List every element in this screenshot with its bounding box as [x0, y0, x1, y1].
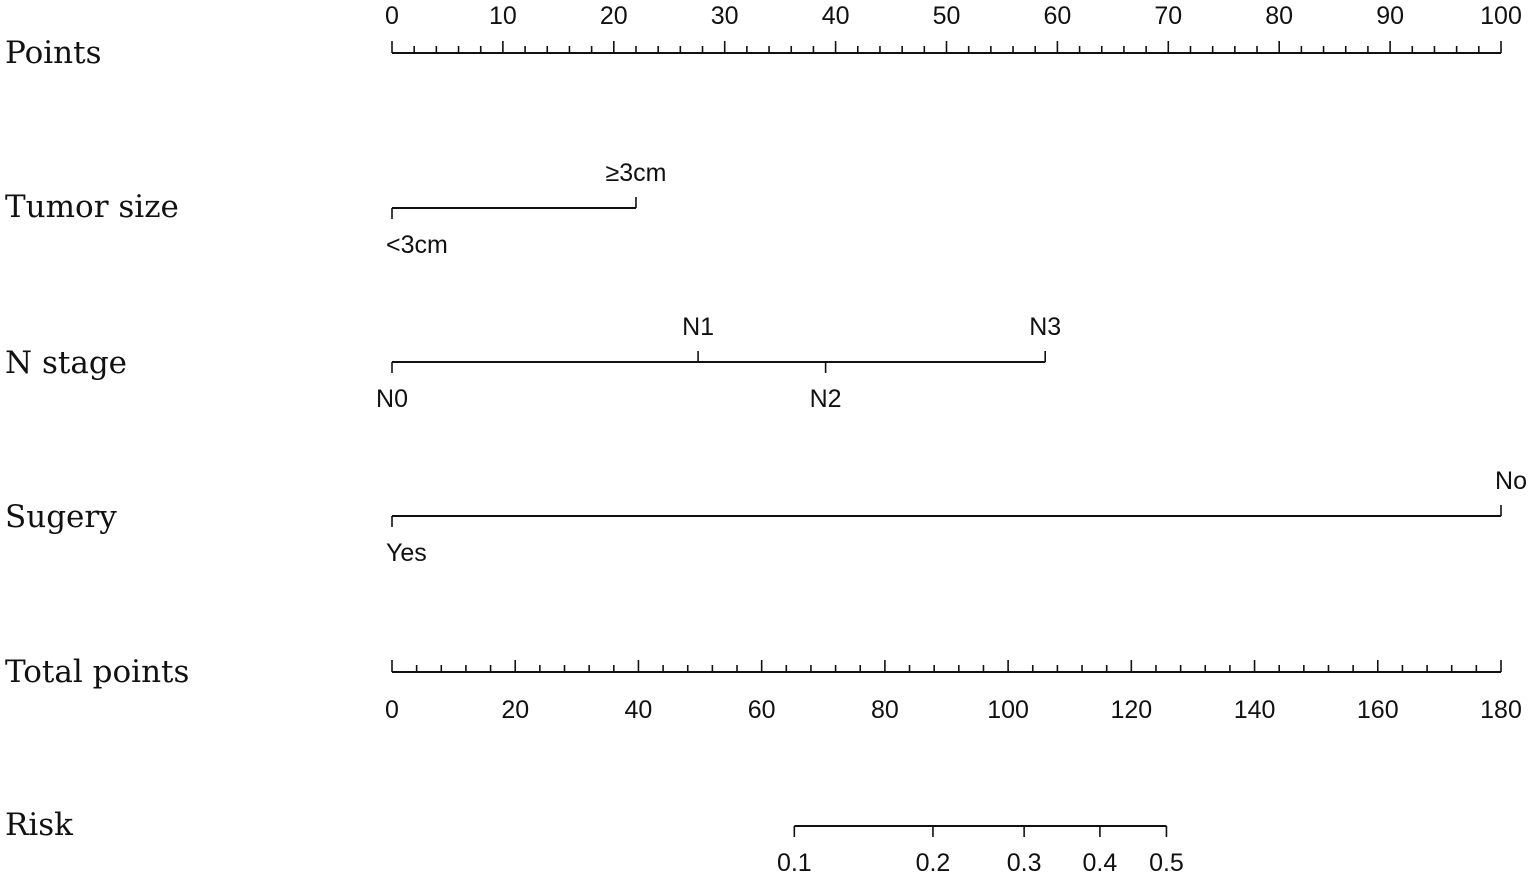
surgery-level-label: Yes	[386, 539, 427, 567]
total-points-tick-label: 140	[1234, 696, 1276, 724]
row-label-points: Points	[5, 35, 102, 71]
total-points-tick-label: 120	[1110, 696, 1152, 724]
risk-tick-label: 0.1	[777, 849, 812, 877]
n-stage-level-label: N3	[1029, 313, 1061, 341]
tumor-size-level-label: <3cm	[386, 231, 448, 259]
n-stage-level-label: N2	[810, 385, 842, 413]
row-label-tumor-size: Tumor size	[5, 189, 179, 225]
surgery-level-label: No	[1495, 467, 1527, 495]
points-tick-label: 20	[600, 2, 628, 30]
total-points-tick-label: 20	[501, 696, 529, 724]
row-label-total-points: Total points	[5, 654, 189, 690]
n-stage-level-label: N1	[682, 313, 714, 341]
points-tick-label: 0	[385, 2, 399, 30]
points-tick-label: 80	[1265, 2, 1293, 30]
points-tick-label: 90	[1376, 2, 1404, 30]
total-points-tick-label: 60	[748, 696, 776, 724]
points-tick-label: 40	[822, 2, 850, 30]
total-points-tick-label: 160	[1357, 696, 1399, 724]
points-tick-label: 50	[933, 2, 961, 30]
total-points-tick-label: 80	[871, 696, 899, 724]
risk-tick-label: 0.5	[1149, 849, 1184, 877]
tumor-size-level-label: ≥3cm	[606, 159, 667, 187]
points-tick-label: 60	[1043, 2, 1071, 30]
row-label-risk: Risk	[5, 807, 73, 843]
n-stage-level-label: N0	[376, 385, 408, 413]
points-tick-label: 100	[1480, 2, 1522, 30]
scale-marks: 0 10 20 30 40 50 60 70 80 90 100 <3cm ≥3cm N0 N1 N2 N3 Ye…	[376, 2, 1527, 877]
risk-tick-label: 0.3	[1007, 849, 1042, 877]
risk-tick-label: 0.2	[916, 849, 951, 877]
risk-tick-label: 0.4	[1083, 849, 1118, 877]
row-label-surgery: Sugery	[5, 499, 117, 535]
total-points-tick-label: 100	[987, 696, 1029, 724]
total-points-tick-label: 40	[625, 696, 653, 724]
points-tick-label: 30	[711, 2, 739, 30]
row-labels: Points Tumor size N stage Sugery Total p…	[5, 35, 189, 843]
points-tick-label: 70	[1154, 2, 1182, 30]
points-tick-label: 10	[489, 2, 517, 30]
total-points-tick-label: 0	[385, 696, 399, 724]
row-label-n-stage: N stage	[5, 345, 127, 381]
total-points-tick-label: 180	[1480, 696, 1522, 724]
